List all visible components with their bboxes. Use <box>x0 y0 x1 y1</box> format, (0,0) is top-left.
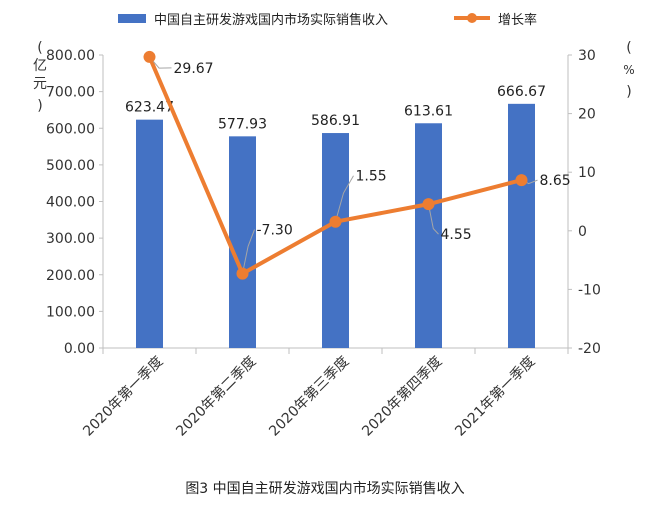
bar <box>415 123 442 348</box>
y-right-tick-label: 30 <box>578 48 596 64</box>
y-left-tick-label: 100.00 <box>46 304 95 320</box>
y-left-bracket-open: ( <box>37 40 42 56</box>
legend-line-label: 增长率 <box>498 12 537 28</box>
y-right-tick-label: 0 <box>578 224 587 240</box>
bar <box>136 119 163 348</box>
line-data-label: 1.55 <box>356 169 387 185</box>
growth-rate-marker <box>143 50 156 63</box>
bar-data-label: 623.47 <box>125 100 174 116</box>
legend-bar-label: 中国自主研发游戏国内市场实际销售收入 <box>154 12 388 28</box>
y-left-tick-label: 400.00 <box>46 195 95 211</box>
legend-bar-swatch <box>118 14 146 23</box>
y-left-axis-label-char: 元 <box>33 76 47 92</box>
y-right-bracket-open: ( <box>626 40 631 56</box>
y-right-tick-label: 20 <box>578 107 596 123</box>
y-right-axis-label: % <box>623 63 634 77</box>
growth-rate-marker <box>329 215 342 228</box>
bar-data-label: 613.61 <box>404 103 453 119</box>
data-label-leader <box>428 204 439 235</box>
data-label-leader <box>242 229 255 274</box>
y-left-tick-label: 200.00 <box>46 268 95 284</box>
y-left-tick-label: 300.00 <box>46 231 95 247</box>
line-data-label: 29.67 <box>174 61 214 77</box>
y-left-tick-label: 700.00 <box>46 85 95 101</box>
y-left-axis-label-char: 亿 <box>33 58 47 74</box>
bar-data-label: 666.67 <box>497 84 546 100</box>
x-tick-label: 2020年第三季度 <box>266 353 353 440</box>
y-left-tick-label: 800.00 <box>46 48 95 64</box>
bar <box>229 136 256 348</box>
growth-rate-marker <box>515 174 528 187</box>
chart-svg: 0.00 100.00 200.00 300.00 400.00 500.00 600.00… <box>33 12 635 440</box>
x-tick-label: 2020年第一季度 <box>80 353 167 440</box>
y-right-tick-label: 10 <box>578 165 596 181</box>
y-left-tick-label: 500.00 <box>46 158 95 174</box>
data-label-leader <box>335 175 354 222</box>
line-data-label: -7.30 <box>257 223 293 239</box>
growth-rate-marker <box>236 267 249 280</box>
x-tick-label: 2020年第二季度 <box>173 353 260 440</box>
figure-caption: 图3 中国自主研发游戏国内市场实际销售收入 <box>185 481 465 497</box>
y-left-tick-label: 600.00 <box>46 121 95 137</box>
y-right-tick-label: -10 <box>578 282 601 298</box>
growth-rate-marker <box>422 198 435 211</box>
bar <box>508 103 535 348</box>
y-left-bracket-close: ) <box>37 98 42 114</box>
bar-data-label: 586.91 <box>311 113 360 129</box>
y-right-bracket-close: ) <box>626 84 631 100</box>
line-data-label: 8.65 <box>540 173 571 189</box>
bar <box>322 133 349 348</box>
x-tick-label: 2020年第四季度 <box>359 353 446 440</box>
bar-data-label: 577.93 <box>218 116 267 132</box>
line-data-label: 4.55 <box>441 227 472 243</box>
y-left-tick-label: 0.00 <box>64 341 95 357</box>
y-right-tick-label: -20 <box>578 341 601 357</box>
legend-line-marker <box>467 13 477 23</box>
x-tick-label: 2021年第一季度 <box>452 353 539 440</box>
